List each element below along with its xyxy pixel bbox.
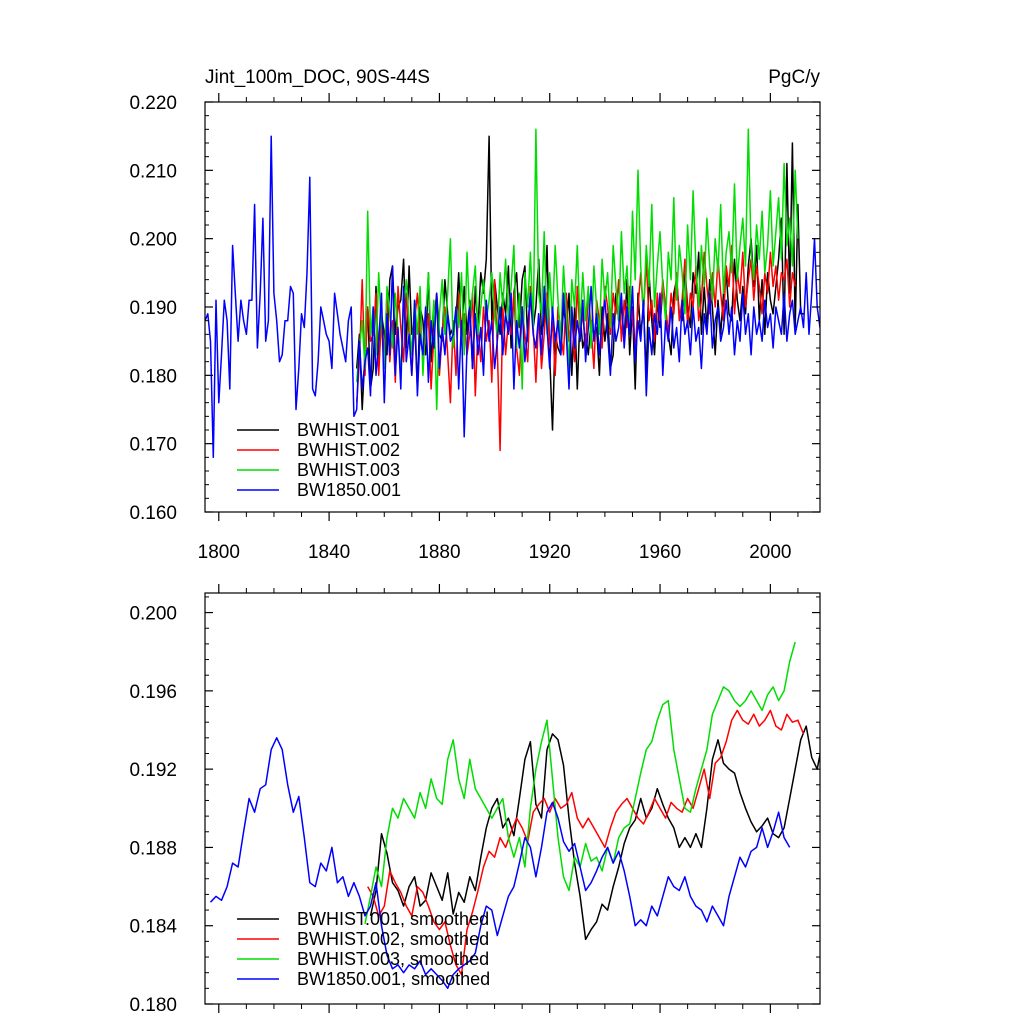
y-tick-label: 0.160: [129, 503, 177, 524]
legend-label: BWHIST.003: [297, 460, 400, 480]
series-line-bw1850-001-smoothed: [209, 737, 791, 990]
chart-title-left: Jint_100m_DOC, 90S-44S: [205, 67, 430, 88]
legend-label: BWHIST.001: [297, 420, 400, 440]
series-line-bwhist-002-smoothed: [367, 709, 805, 976]
legend-label: BWHIST.001, smoothed: [297, 909, 489, 929]
y-tick-label: 0.220: [129, 93, 177, 114]
chart-units-label: PgC/y: [768, 67, 820, 88]
x-tick-label: 1880: [418, 542, 460, 563]
y-tick-label: 0.210: [129, 161, 177, 182]
legend-label: BWHIST.002, smoothed: [297, 929, 489, 949]
plot-frame: [204, 592, 821, 1005]
y-tick-label: 0.196: [129, 682, 177, 703]
legend-label: BWHIST.002: [297, 440, 400, 460]
legend-label: BW1850.001: [297, 480, 401, 500]
legend-label: BWHIST.003, smoothed: [297, 949, 489, 969]
x-tick-label: 1800: [198, 542, 240, 563]
x-tick-label: 1840: [308, 542, 350, 563]
y-tick-label: 0.192: [129, 760, 177, 781]
chart-panel-1: 0.160 0.170 0.180 0.190 0.200 0.210 0.220 1800 1…: [129, 67, 821, 563]
x-tick-label: 1960: [639, 542, 681, 563]
y-tick-label: 0.184: [129, 917, 177, 938]
series-line-bwhist-003: [355, 128, 799, 411]
legend-label: BW1850.001, smoothed: [297, 969, 490, 989]
series-line-bw1850-001: [205, 135, 820, 459]
x-tick-label: 2000: [749, 542, 791, 563]
series-line-bwhist-001-smoothed: [369, 725, 820, 941]
y-tick-label: 0.200: [129, 230, 177, 251]
chart-panel-2: 0.180 0.184 0.188 0.192 0.196 0.200 BWHIST.001…: [129, 584, 821, 1016]
y-tick-label: 0.180: [129, 995, 177, 1016]
x-tick-label: 1920: [529, 542, 571, 563]
y-tick-label: 0.188: [129, 838, 177, 859]
y-tick-label: 0.170: [129, 435, 177, 456]
y-tick-label: 0.190: [129, 298, 177, 319]
y-tick-label: 0.180: [129, 366, 177, 387]
y-tick-label: 0.200: [129, 604, 177, 625]
